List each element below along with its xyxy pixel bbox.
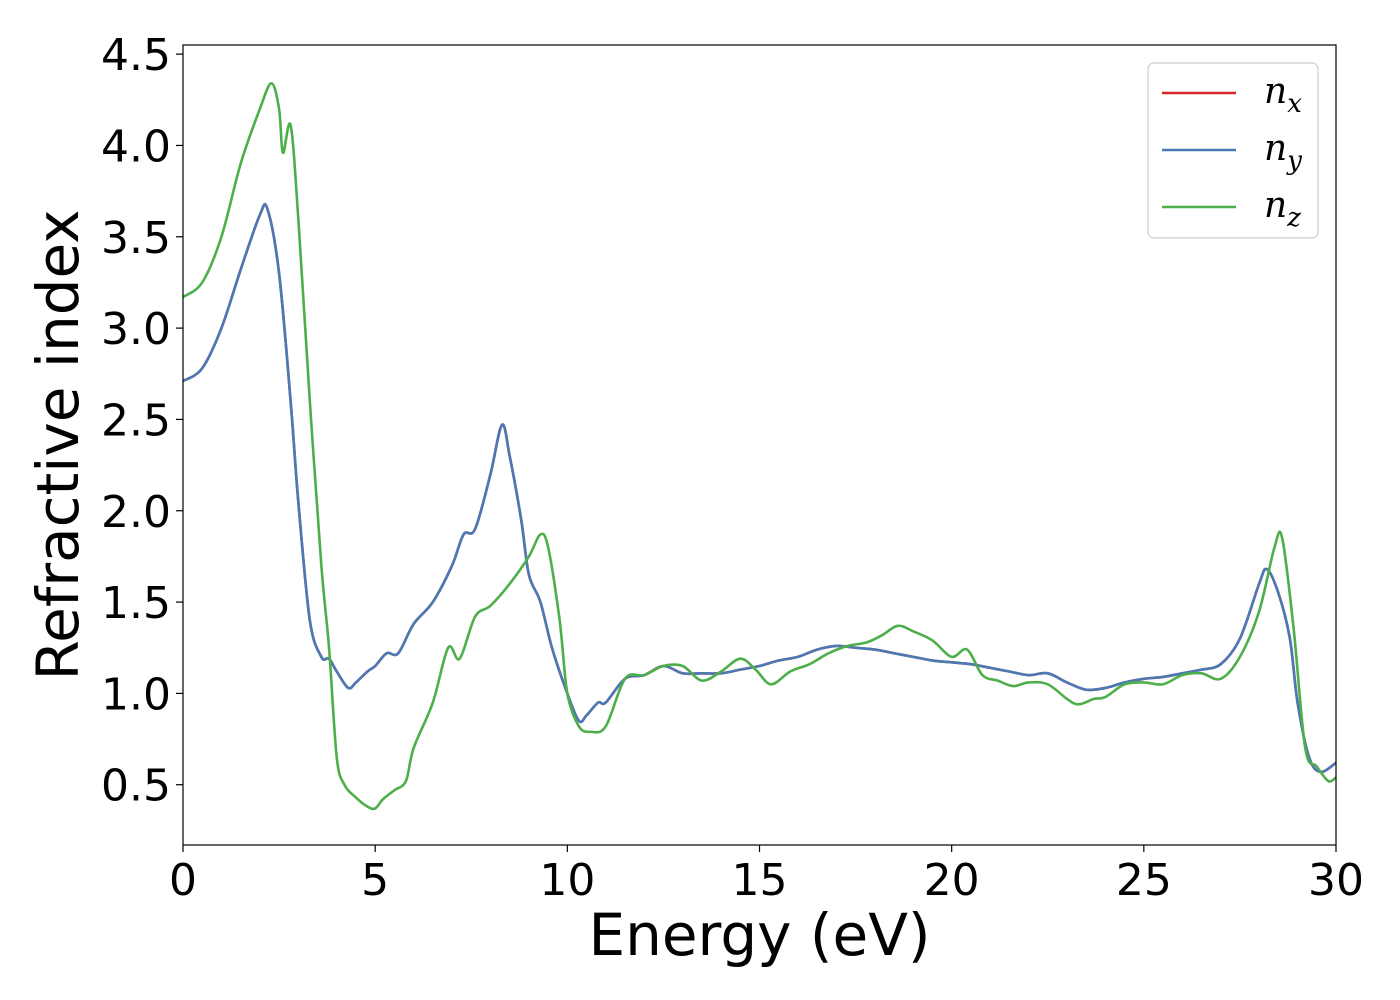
y-tick-label: 4.0 — [101, 121, 171, 172]
y-tick-label: 3.5 — [101, 213, 171, 264]
x-axis-label: Energy (eV) — [588, 901, 930, 969]
y-tick-label: 2.5 — [101, 395, 171, 446]
series-group — [183, 82, 1336, 811]
series-line-z — [183, 82, 1336, 811]
x-tick-label: 5 — [361, 855, 389, 906]
series-layer — [183, 82, 1336, 811]
x-tick-label: 15 — [732, 855, 788, 906]
y-tick-label: 1.0 — [101, 669, 171, 720]
x-tick-label: 30 — [1308, 855, 1364, 906]
legend-label-y: ny — [1264, 128, 1302, 176]
y-tick-label: 4.5 — [101, 30, 171, 81]
legend-label-x: nx — [1264, 71, 1302, 119]
legend: nx ny nz — [1147, 62, 1319, 239]
ticks-layer: 0 5 10 15 20 25 30 0.5 1.0 1.5 2.0 2.5 3.0 3.5 4.0 4.5 — [101, 30, 1364, 906]
y-tick-label: 0.5 — [101, 761, 171, 812]
y-axis-label: Refractive index — [24, 209, 92, 680]
x-tick-label: 25 — [1116, 855, 1172, 906]
legend-label-z: nz — [1264, 185, 1301, 233]
x-tick-label: 20 — [924, 855, 980, 906]
y-tick-label: 3.0 — [101, 304, 171, 355]
y-tick-label: 2.0 — [101, 487, 171, 538]
y-tick-label: 1.5 — [101, 578, 171, 629]
x-tick-label: 0 — [169, 855, 197, 906]
x-tick-label: 10 — [539, 855, 595, 906]
